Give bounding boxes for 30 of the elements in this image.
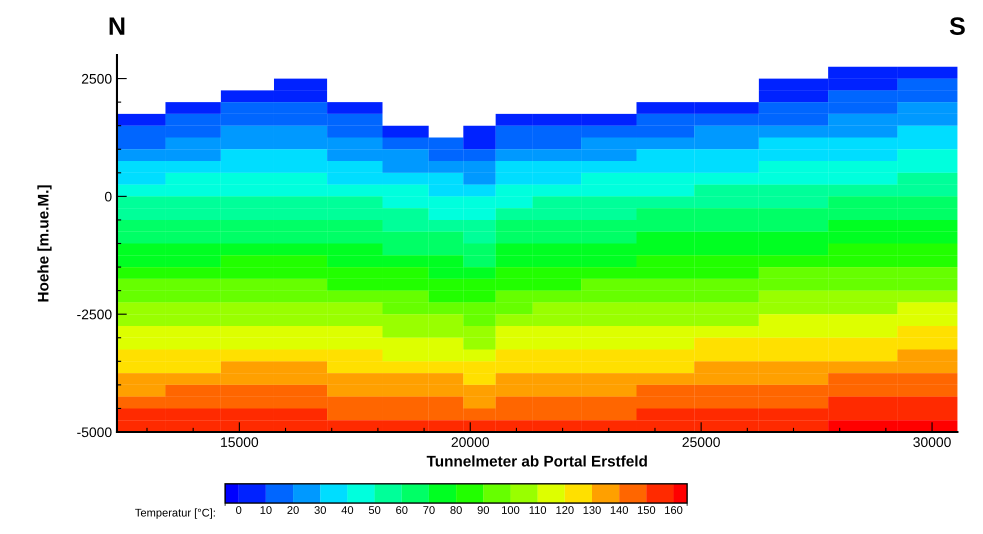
color-bar-label: 150 — [638, 506, 656, 514]
text: S — [950, 17, 965, 35]
x-tick-label: 15000 — [221, 437, 258, 448]
color-bar-label: 50 — [368, 506, 380, 514]
x-axis-title: Tunnelmeter ab Portal Erstfeld — [426, 455, 647, 467]
color-bar-label: 70 — [423, 506, 435, 514]
color-bar-label: 80 — [450, 506, 462, 514]
color-bar-title: Temperatur [°C]: — [135, 508, 215, 519]
color-bar-label: 40 — [341, 506, 354, 514]
color-bar-label: 120 — [556, 506, 574, 514]
y-tick-label: 0 — [104, 192, 112, 202]
x-tick-label: 25000 — [682, 437, 720, 448]
y-tick-label: -2500 — [77, 310, 112, 320]
color-bar-label: 30 — [314, 506, 326, 514]
color-bar-label: 140 — [610, 506, 628, 514]
color-bar-label: 0 — [236, 506, 242, 514]
color-bar-label: 160 — [665, 506, 682, 514]
color-bar-label: 60 — [396, 506, 408, 514]
color-bar-label: 20 — [287, 506, 299, 514]
y-axis-title: Hoehe [m.ue.M.] — [37, 185, 52, 302]
x-tick-label: 20000 — [452, 437, 490, 448]
y-tick-label: -5000 — [77, 427, 112, 438]
color-bar-label: 130 — [584, 506, 601, 514]
color-bar-label: 10 — [260, 506, 272, 514]
color-bar-label: 110 — [530, 506, 546, 514]
x-tick-label: 30000 — [913, 437, 951, 448]
color-bar-label: 90 — [478, 506, 490, 514]
text: N — [110, 18, 124, 35]
y-tick-label: 2500 — [82, 74, 112, 84]
color-bar-label: 100 — [502, 506, 520, 514]
